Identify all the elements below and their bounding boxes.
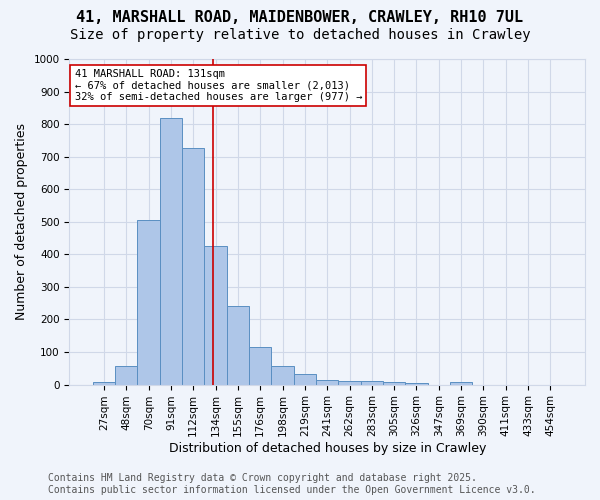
Bar (160, 118, 182, 384)
Bar (383, 382, 406, 384)
Bar (227, 306, 249, 384)
Bar (271, 366, 294, 384)
Bar (249, 346, 271, 385)
Bar (137, 220, 160, 384)
Bar (205, 246, 227, 384)
Text: Contains HM Land Registry data © Crown copyright and database right 2025.
Contai: Contains HM Land Registry data © Crown c… (48, 474, 536, 495)
Text: Size of property relative to detached houses in Crawley: Size of property relative to detached ho… (70, 28, 530, 42)
Bar (294, 374, 316, 384)
Text: 41, MARSHALL ROAD, MAIDENBOWER, CRAWLEY, RH10 7UL: 41, MARSHALL ROAD, MAIDENBOWER, CRAWLEY,… (76, 10, 524, 25)
Bar (338, 382, 361, 384)
Bar (182, 148, 205, 384)
Y-axis label: Number of detached properties: Number of detached properties (15, 124, 28, 320)
X-axis label: Distribution of detached houses by size in Crawley: Distribution of detached houses by size … (169, 442, 486, 455)
Text: 41 MARSHALL ROAD: 131sqm
← 67% of detached houses are smaller (2,013)
32% of sem: 41 MARSHALL ROAD: 131sqm ← 67% of detach… (74, 69, 362, 102)
Bar (93, 382, 115, 384)
Bar (115, 366, 137, 384)
Bar (361, 380, 383, 384)
Bar (450, 382, 472, 384)
Bar (316, 380, 338, 384)
